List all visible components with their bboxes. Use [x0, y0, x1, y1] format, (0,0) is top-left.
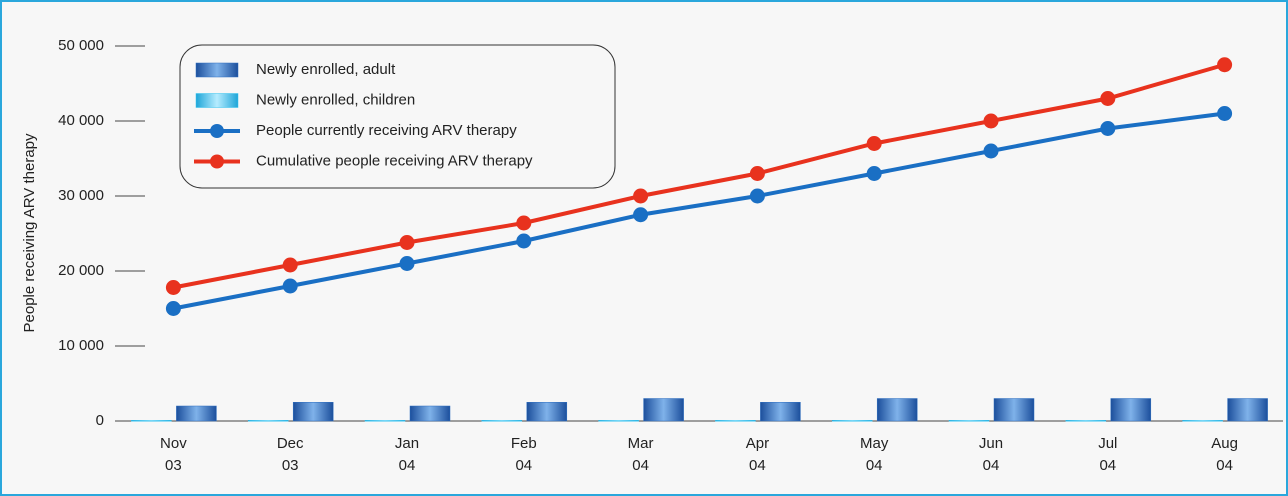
bar: [598, 420, 639, 422]
point: [282, 278, 298, 294]
bar: [993, 398, 1035, 422]
x-tick-label: Jul 04: [1098, 435, 1118, 474]
point: [633, 188, 649, 204]
y-tick-label: 0: [96, 412, 104, 429]
line: [173, 62, 1226, 290]
bar: [481, 420, 523, 422]
y-tick-label: 20 000: [58, 262, 104, 279]
x-tick-label: May 04: [860, 435, 889, 474]
y-tick-label: 50 000: [58, 37, 104, 54]
point: [165, 280, 181, 295]
bar: [176, 405, 217, 422]
legend-label: Cumulative people receiving ARV therapy: [256, 152, 533, 169]
y-tick-label: 40 000: [58, 112, 104, 129]
legend-label: People currently receiving ARV therapy: [256, 122, 517, 139]
x-tick-label: Apr 04: [745, 435, 770, 474]
point: [1100, 91, 1116, 106]
bar: [292, 402, 334, 422]
point: [1217, 57, 1233, 73]
point: [749, 188, 765, 204]
point: [633, 207, 649, 223]
x-tick-label: Dec 03: [276, 435, 304, 474]
point: [1100, 121, 1116, 136]
bar: [1227, 398, 1268, 422]
point: [749, 166, 765, 181]
bar: [715, 420, 756, 422]
legend-label: Newly enrolled, adult: [256, 61, 396, 78]
point: [983, 113, 999, 129]
point: [866, 136, 882, 151]
bar: [1110, 398, 1152, 422]
x-tick-label: Jun 04: [978, 435, 1004, 474]
bar: [643, 398, 684, 422]
bar: [131, 420, 172, 422]
x-tick-label: Aug 04: [1211, 435, 1238, 474]
point: [399, 256, 415, 271]
bar: [247, 420, 289, 422]
bar: [831, 420, 873, 422]
legend-swatch: [210, 154, 224, 169]
bar: [364, 420, 406, 422]
bar: [876, 398, 918, 422]
line: [173, 111, 1225, 311]
bar: [760, 402, 801, 422]
point: [399, 235, 415, 250]
y-tick-label: 10 000: [58, 337, 104, 354]
point: [866, 166, 882, 181]
point: [516, 215, 532, 231]
legend-swatch: [210, 124, 224, 138]
point: [282, 257, 298, 273]
legend-label: Newly enrolled, children: [256, 91, 415, 108]
bar: [1065, 420, 1107, 422]
legend-swatch: [195, 93, 239, 108]
bar: [409, 405, 451, 422]
legend-swatch: [195, 62, 239, 78]
x-tick-label: Feb 04: [510, 435, 537, 474]
x-tick-label: Nov 03: [160, 435, 187, 474]
bar: [526, 402, 568, 422]
point: [1217, 106, 1233, 121]
bar: [948, 420, 990, 422]
y-tick-label: 30 000: [58, 187, 104, 204]
x-tick-label: Mar 04: [627, 435, 654, 474]
legend-box: [179, 44, 616, 189]
point: [516, 233, 532, 249]
bar: [1182, 420, 1223, 422]
x-tick-label: Jan 04: [394, 435, 420, 474]
point: [165, 301, 181, 316]
point: [983, 143, 999, 159]
y-axis-label: People receiving ARV therapy: [21, 133, 38, 333]
